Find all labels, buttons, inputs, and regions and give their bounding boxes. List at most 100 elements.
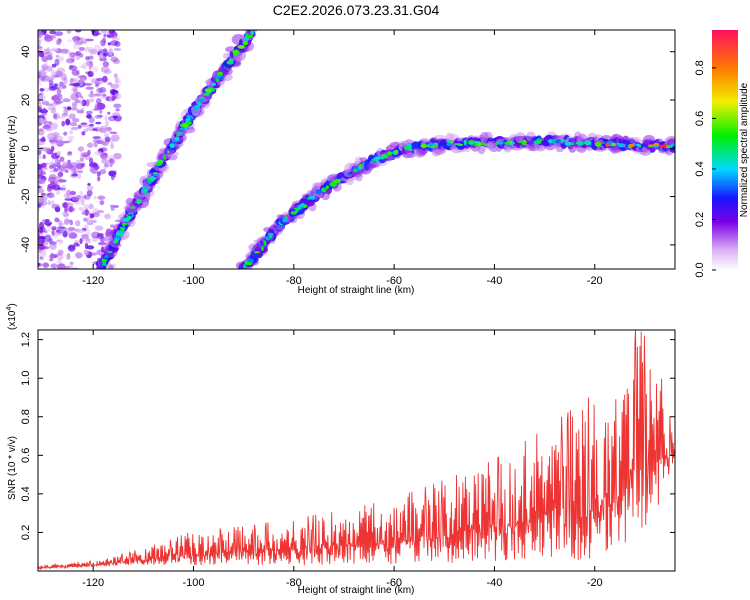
track-peak xyxy=(293,207,302,210)
noise-blob xyxy=(101,158,110,164)
noise-blob xyxy=(51,226,57,231)
track-peak xyxy=(635,143,640,147)
track-peak xyxy=(245,34,249,38)
track-peak xyxy=(663,143,667,149)
noise-blob xyxy=(77,173,82,179)
track-peak xyxy=(242,41,249,46)
noise-blob xyxy=(86,142,94,148)
noise-blob xyxy=(103,133,110,138)
noise-blob xyxy=(72,118,80,123)
noise-blob xyxy=(48,220,52,223)
track-peak xyxy=(387,151,393,156)
noise-blob xyxy=(71,173,79,177)
y-tick-label: 0.8 xyxy=(20,409,32,424)
y-tick-label: 20 xyxy=(20,94,32,106)
noise-blob xyxy=(47,195,55,198)
spectrogram-x-ticks: -120 -100 -80 -60 -40 -20 xyxy=(82,30,603,287)
track-peak xyxy=(101,258,107,263)
noise-blob xyxy=(57,187,66,191)
noise-blob xyxy=(66,229,74,235)
noise-blob xyxy=(98,241,107,246)
noise-blob xyxy=(70,107,79,111)
track-peak xyxy=(667,145,673,149)
noise-blob xyxy=(102,36,106,42)
noise-blob xyxy=(97,232,104,237)
noise-blob xyxy=(108,158,115,165)
noise-blob xyxy=(57,140,66,146)
noise-blob xyxy=(38,39,41,46)
noise-blob xyxy=(43,241,48,246)
noise-blob xyxy=(64,198,73,201)
track-peak xyxy=(136,200,142,205)
track-peak xyxy=(197,105,200,108)
noise-blob xyxy=(62,85,67,89)
noise-blob xyxy=(83,128,89,133)
noise-blob xyxy=(45,47,51,55)
noise-blob xyxy=(50,158,59,165)
noise-blob xyxy=(38,128,45,136)
noise-blob xyxy=(75,252,83,259)
track-peak xyxy=(266,235,271,241)
noise-blob xyxy=(77,124,82,129)
noise-blob xyxy=(83,249,89,256)
noise-blob xyxy=(52,162,57,169)
noise-blob xyxy=(83,208,90,213)
noise-blob xyxy=(80,152,85,155)
noise-blob xyxy=(75,91,82,98)
noise-blob xyxy=(91,163,98,167)
noise-blob xyxy=(66,30,72,34)
noise-blob xyxy=(113,153,122,160)
track-peak xyxy=(152,172,159,175)
track-peak xyxy=(547,139,553,143)
track-peak xyxy=(203,92,210,96)
noise-blob xyxy=(100,66,110,73)
track-peak xyxy=(457,143,464,146)
noise-blob xyxy=(60,73,67,81)
track-peak xyxy=(117,233,125,237)
track-peak xyxy=(329,181,337,187)
track-peak xyxy=(316,190,321,194)
noise-blob xyxy=(92,66,99,72)
track-peak xyxy=(372,158,377,161)
track-peak xyxy=(115,238,119,243)
noise-blob xyxy=(89,166,96,173)
noise-blob xyxy=(40,192,46,196)
noise-blob xyxy=(107,111,111,115)
noise-blob xyxy=(44,58,49,64)
noise-blob xyxy=(67,159,71,164)
noise-blob xyxy=(55,190,61,195)
noise-blob xyxy=(67,39,73,43)
noise-blob xyxy=(112,115,119,119)
noise-blob xyxy=(56,229,63,234)
noise-blob xyxy=(38,149,42,156)
noise-blob xyxy=(57,82,64,88)
track-peak xyxy=(131,206,135,209)
noise-blob xyxy=(87,93,97,98)
noise-blob xyxy=(38,77,41,84)
noise-blob xyxy=(51,230,55,236)
noise-blob xyxy=(87,149,91,156)
noise-blob xyxy=(85,86,94,90)
noise-blob xyxy=(112,58,121,65)
noise-blob xyxy=(110,40,119,46)
noise-blob xyxy=(66,189,71,196)
noise-blob xyxy=(68,65,78,71)
track-peak xyxy=(197,101,202,106)
x-tick-label: -100 xyxy=(182,577,204,589)
noise-blob xyxy=(38,114,45,119)
noise-blob xyxy=(61,48,69,52)
noise-blob xyxy=(65,163,74,170)
noise-blob xyxy=(61,120,66,127)
track-peak xyxy=(494,142,500,145)
noise-blob xyxy=(38,128,44,132)
track-peak xyxy=(123,217,130,222)
noise-blob xyxy=(71,69,80,76)
noise-blob xyxy=(83,83,93,86)
noise-blob xyxy=(53,113,58,119)
noise-blob xyxy=(73,42,81,50)
noise-blob xyxy=(77,146,85,152)
noise-blob xyxy=(81,233,89,239)
track-peak xyxy=(610,142,617,147)
noise-blob xyxy=(63,77,68,85)
noise-blob xyxy=(80,40,88,45)
